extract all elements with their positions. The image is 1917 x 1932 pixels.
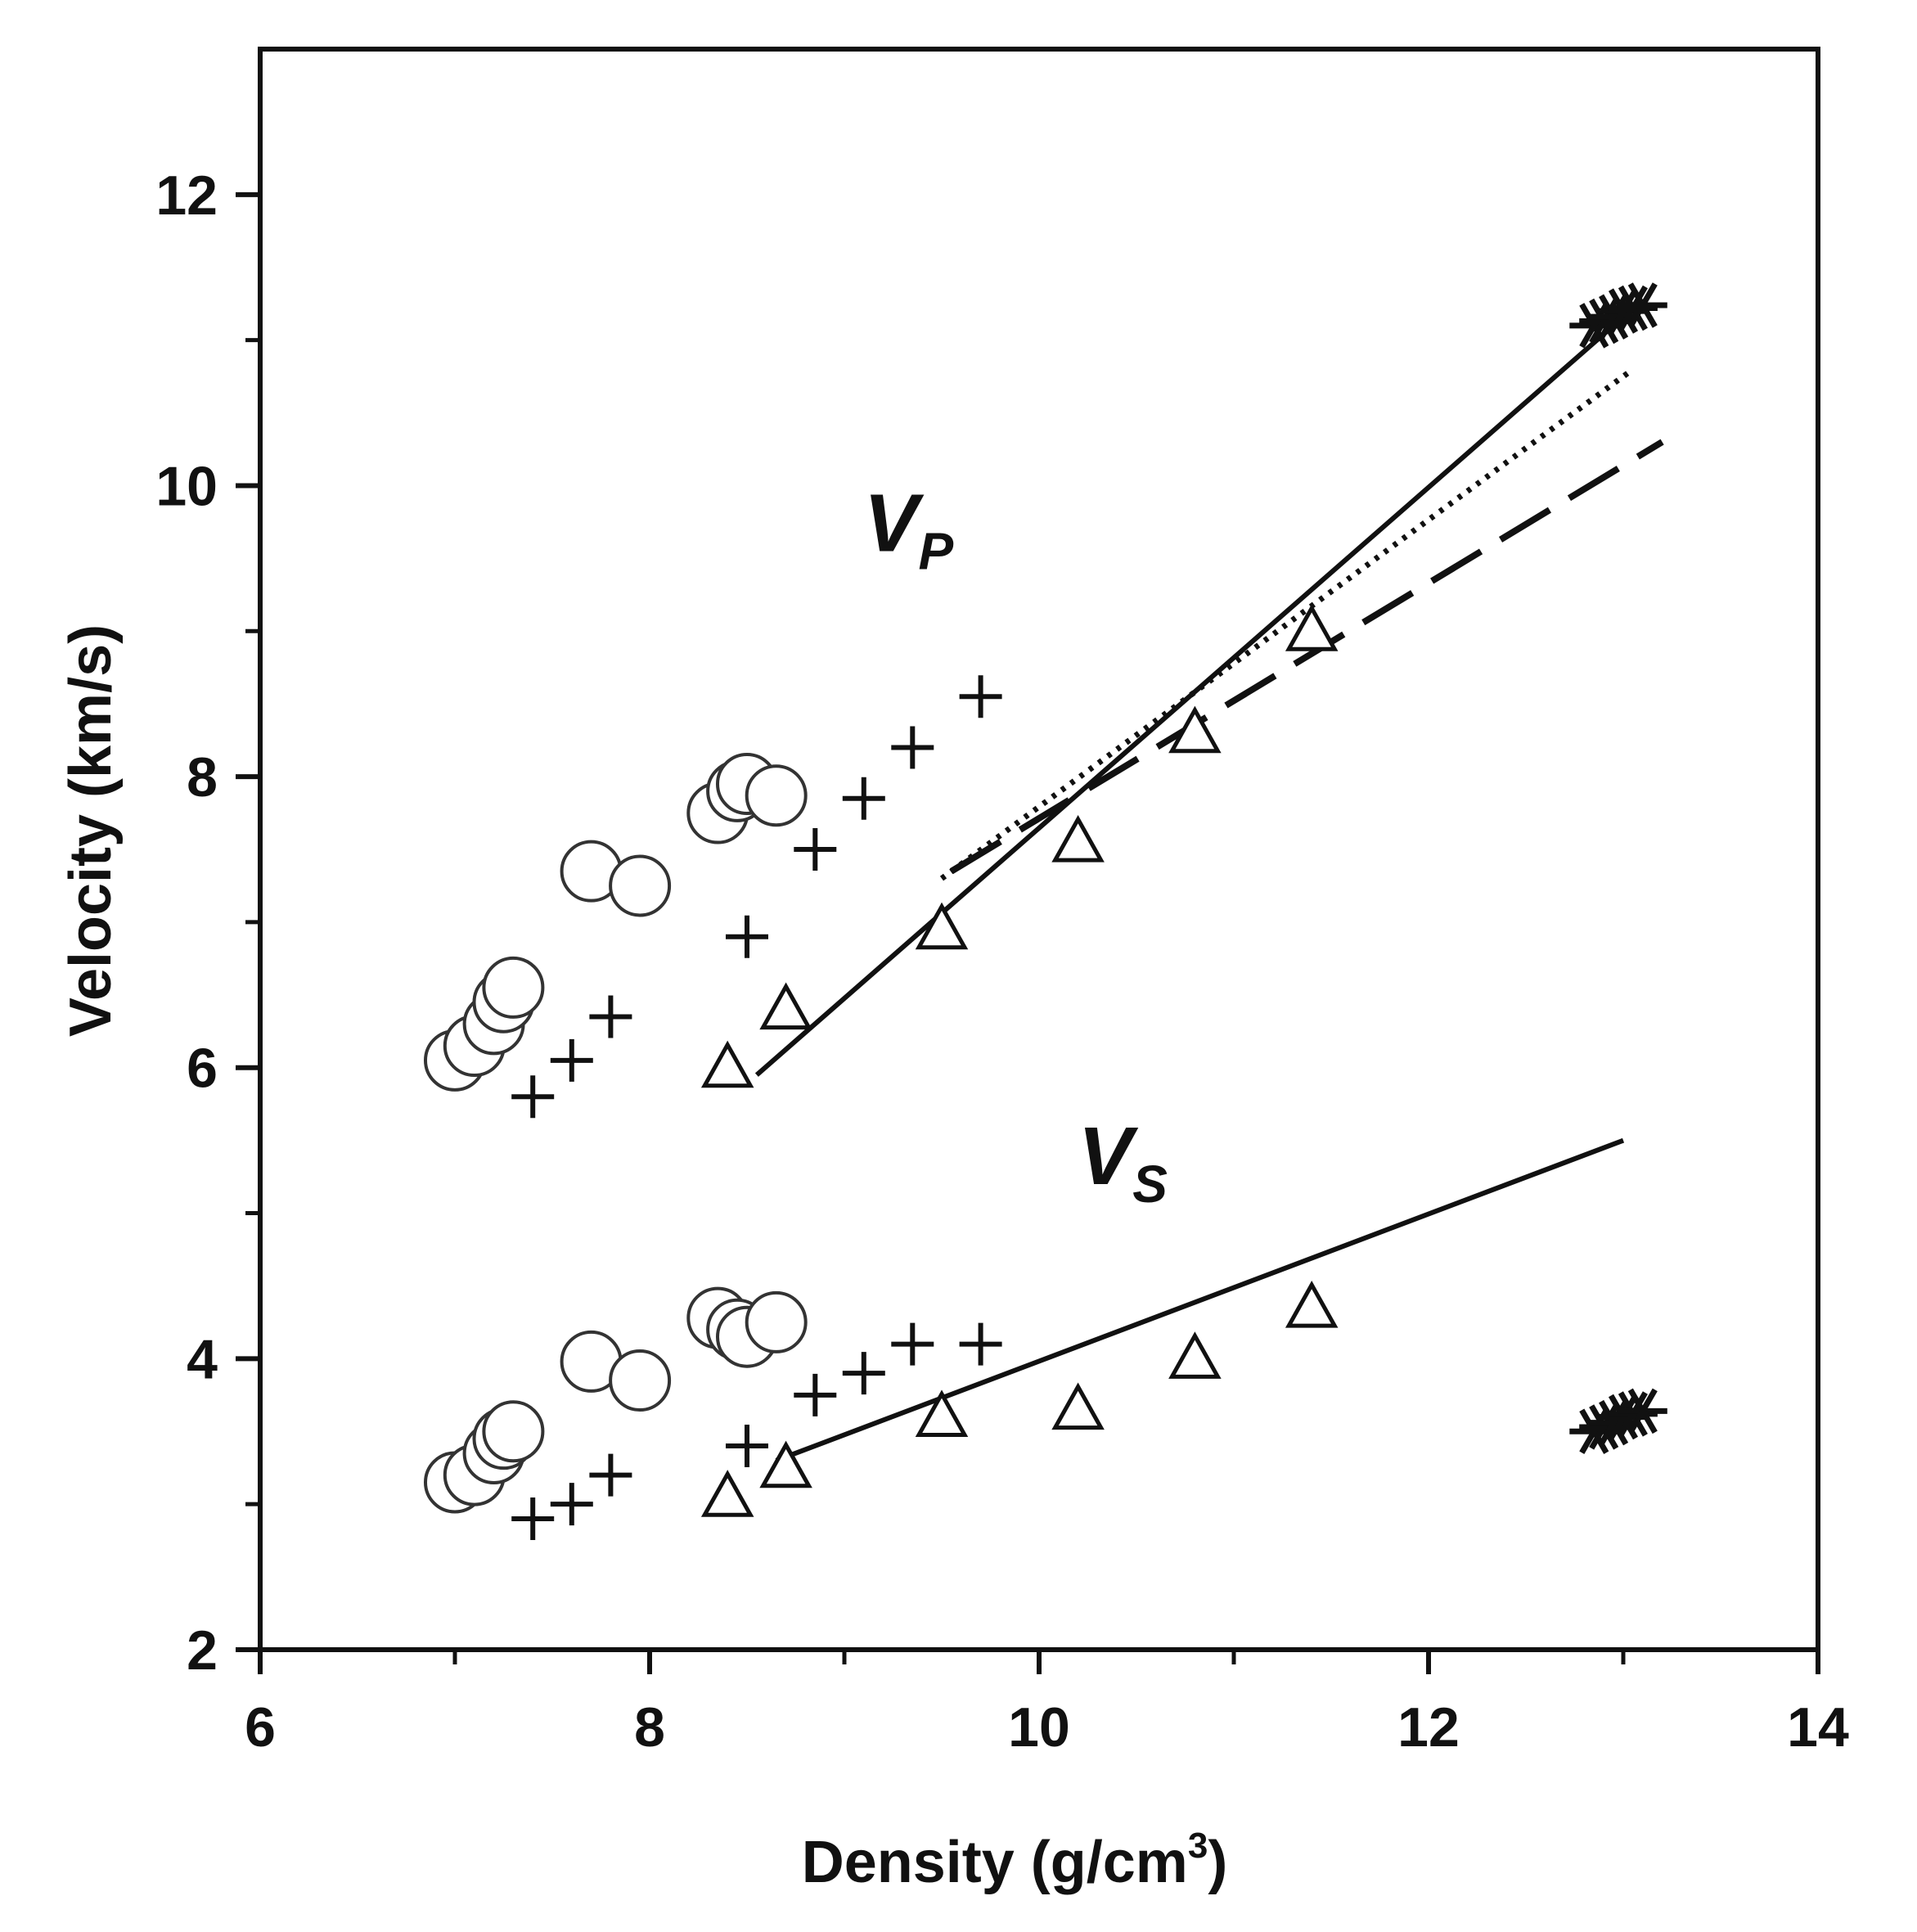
star-stroke xyxy=(1608,1394,1639,1440)
plus-point xyxy=(726,1425,768,1468)
y-tick-label: 4 xyxy=(187,1328,218,1390)
triangle-point xyxy=(700,1040,754,1088)
x-tick-label: 6 xyxy=(245,1696,276,1759)
circle-point xyxy=(609,854,672,917)
circle-point xyxy=(482,1400,545,1463)
y-tick-label: 2 xyxy=(187,1619,218,1682)
y-tick-label: 10 xyxy=(155,455,218,517)
triangle-point xyxy=(915,1389,969,1437)
circles-vs xyxy=(424,1286,808,1514)
plus-point xyxy=(589,1453,632,1497)
triangle-point xyxy=(759,982,812,1030)
triangle-point xyxy=(759,1440,812,1488)
vs-solid-fit xyxy=(775,1137,1625,1463)
triangle-point xyxy=(700,1470,754,1517)
plus-point xyxy=(794,1373,837,1416)
plus-point xyxy=(959,675,1002,718)
circle-point xyxy=(745,764,808,827)
vs-series-label: VS xyxy=(1078,1110,1168,1214)
plus-point xyxy=(842,1352,885,1395)
x-tick-label: 14 xyxy=(1787,1696,1849,1759)
star-stroke xyxy=(1627,1388,1658,1434)
triangle-point xyxy=(1051,814,1105,862)
axis-ticks xyxy=(236,191,1820,1674)
star-stroke xyxy=(1618,1391,1648,1437)
plus-point xyxy=(794,828,837,871)
triangle-point xyxy=(1168,1331,1222,1379)
vp-series-label-main: V xyxy=(864,477,925,569)
star-point xyxy=(1618,1388,1667,1434)
x-axis-title-text: Density (g/cm xyxy=(802,1830,1188,1895)
triangle-point xyxy=(1285,1281,1339,1328)
plus-point xyxy=(726,915,768,958)
circle-point xyxy=(482,956,545,1019)
plus-point xyxy=(891,726,934,769)
star-stroke xyxy=(1608,288,1639,334)
plus-vs xyxy=(511,1322,1002,1540)
triangle-point xyxy=(1168,705,1222,754)
star-point xyxy=(1608,285,1658,331)
star-point xyxy=(1618,282,1667,328)
y-tick-label: 6 xyxy=(187,1038,218,1100)
plus-point xyxy=(959,1322,1002,1366)
triangle-point xyxy=(915,902,969,950)
triangle-point xyxy=(1285,604,1339,651)
circle-point xyxy=(745,1290,808,1353)
stars-vp xyxy=(1569,282,1667,349)
plus-point xyxy=(511,1497,555,1540)
vp-dotted-fit xyxy=(939,367,1635,881)
y-axis-title: Velocity (km/s) xyxy=(58,624,124,1037)
vp-dashed-fit xyxy=(949,439,1664,875)
plus-point xyxy=(550,1483,593,1526)
vp-series-label-sub: P xyxy=(919,521,954,580)
plus-point xyxy=(589,995,632,1038)
plus-point xyxy=(891,1322,934,1366)
x-axis-title-sup: 3 xyxy=(1188,1826,1208,1866)
vs-series-label-main: V xyxy=(1078,1110,1139,1202)
plus-point xyxy=(842,777,885,820)
triangles-vs xyxy=(700,1281,1339,1517)
y-tick-label: 8 xyxy=(187,746,218,808)
x-axis-title-close: ) xyxy=(1208,1830,1227,1895)
data-markers xyxy=(424,282,1667,1540)
circle-point xyxy=(609,1349,672,1412)
x-axis-title: Density (g/cm3) xyxy=(802,1826,1228,1895)
x-tick-label: 12 xyxy=(1397,1696,1460,1759)
triangle-point xyxy=(1051,1382,1105,1430)
star-stroke xyxy=(1618,285,1648,331)
y-tick-label: 12 xyxy=(155,164,218,227)
triangles-vp xyxy=(700,604,1339,1088)
plus-vp xyxy=(511,675,1002,1119)
star-stroke xyxy=(1627,282,1658,328)
vp-series-label: VP xyxy=(864,477,954,580)
axis-tick-labels: 6 8 10 12 14 2 4 6 8 10 12 xyxy=(155,164,1849,1759)
star-point xyxy=(1608,1391,1658,1437)
x-tick-label: 8 xyxy=(634,1696,665,1759)
plus-point xyxy=(511,1075,555,1119)
circles-vp xyxy=(424,752,808,1092)
plus-point xyxy=(550,1038,593,1082)
x-tick-label: 10 xyxy=(1008,1696,1070,1759)
fit-lines xyxy=(754,323,1664,1463)
stars-vs xyxy=(1569,1388,1667,1455)
vs-series-label-sub: S xyxy=(1132,1155,1168,1214)
